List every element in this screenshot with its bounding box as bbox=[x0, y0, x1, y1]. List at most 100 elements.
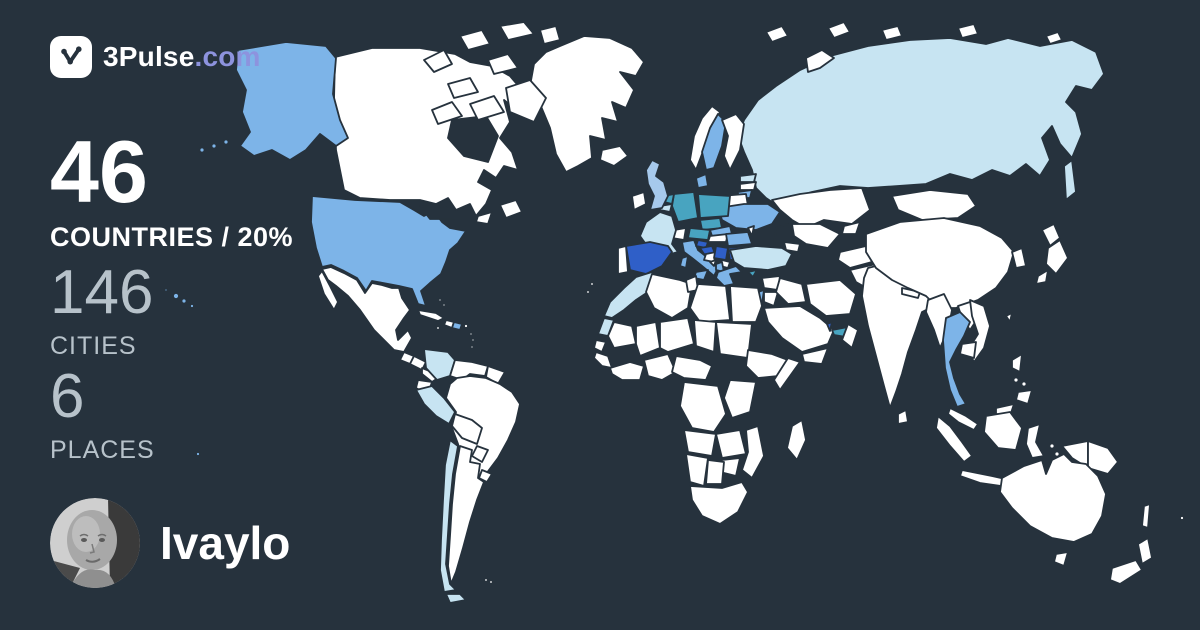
country-dominican-republic bbox=[451, 321, 463, 331]
country-alaska bbox=[222, 138, 230, 146]
country-canary-islands bbox=[585, 289, 591, 295]
country-sumatra bbox=[935, 415, 973, 463]
water-great-lakes bbox=[419, 205, 455, 220]
user-name: Ivaylo bbox=[160, 517, 291, 569]
country-romania bbox=[725, 231, 753, 247]
country-tasmania bbox=[1053, 551, 1069, 567]
country-ukraine bbox=[717, 203, 781, 231]
country-novaya-zemlya bbox=[805, 49, 835, 73]
country-south-africa bbox=[689, 481, 749, 525]
country-falkland-islands bbox=[488, 579, 494, 585]
country-madagascar bbox=[786, 419, 807, 461]
country-uruguay bbox=[478, 469, 493, 483]
country-drc bbox=[679, 381, 727, 433]
country-canada bbox=[499, 21, 535, 41]
country-hawaii bbox=[172, 292, 180, 300]
country-puerto-rico bbox=[463, 323, 469, 329]
country-sri-lanka bbox=[897, 409, 909, 425]
country-falkland-islands bbox=[483, 577, 489, 583]
country-sardinia bbox=[679, 255, 689, 269]
country-alaska bbox=[235, 41, 349, 161]
country-chad bbox=[693, 319, 717, 353]
country-antilles bbox=[468, 331, 474, 337]
country-polynesia bbox=[195, 451, 201, 457]
country-hawaii bbox=[189, 303, 195, 309]
country-jordan bbox=[763, 291, 779, 307]
country-canada bbox=[447, 77, 479, 99]
country-antilles bbox=[470, 337, 476, 343]
country-paraguay bbox=[471, 445, 489, 463]
country-botswana bbox=[705, 459, 725, 485]
country-finland bbox=[721, 113, 745, 171]
country-svalbard bbox=[765, 25, 789, 43]
country-estonia bbox=[739, 173, 757, 183]
country-angola bbox=[683, 429, 717, 457]
country-ghana bbox=[609, 361, 645, 381]
country-turkey bbox=[729, 245, 793, 271]
country-jamaica bbox=[435, 325, 441, 331]
country-spain bbox=[625, 241, 673, 275]
country-cameroon bbox=[671, 355, 713, 381]
country-ireland bbox=[631, 191, 647, 211]
country-uk bbox=[645, 159, 669, 211]
country-borneo bbox=[983, 411, 1023, 451]
country-montenegro bbox=[709, 259, 717, 267]
country-franz-josef-land bbox=[827, 21, 851, 39]
country-austria bbox=[687, 227, 711, 241]
country-philippines bbox=[1011, 353, 1023, 373]
country-caucasus bbox=[783, 241, 801, 253]
country-algeria bbox=[645, 273, 693, 319]
country-hawaii bbox=[180, 297, 188, 305]
brand-logo[interactable]: 3Pulse.com bbox=[50, 36, 261, 78]
country-japan bbox=[1045, 239, 1069, 275]
country-oman bbox=[841, 323, 859, 349]
country-zambia bbox=[715, 429, 747, 459]
country-saudi-arabia bbox=[763, 305, 835, 353]
country-namibia bbox=[685, 453, 709, 487]
country-egypt bbox=[729, 285, 763, 323]
brand-tld: .com bbox=[194, 41, 261, 72]
country-qatar bbox=[826, 321, 833, 332]
country-severnaya-zemlya bbox=[881, 25, 903, 41]
country-iran bbox=[805, 279, 857, 317]
country-hawaii bbox=[163, 287, 169, 293]
country-iceland bbox=[599, 145, 629, 167]
country-alaska bbox=[198, 146, 206, 154]
country-canada bbox=[469, 95, 505, 121]
country-alaska bbox=[210, 142, 218, 150]
country-mexico bbox=[321, 266, 413, 353]
country-sulawesi bbox=[1025, 423, 1045, 459]
country-japan bbox=[1035, 269, 1049, 285]
country-antilles bbox=[469, 344, 475, 350]
country-japan bbox=[1041, 223, 1061, 247]
country-canada bbox=[539, 25, 561, 45]
country-greece bbox=[715, 265, 743, 287]
country-new-siberian-islands bbox=[957, 23, 979, 39]
country-chile bbox=[439, 439, 459, 593]
country-wrangel-island bbox=[1045, 31, 1063, 45]
country-sweden bbox=[701, 113, 727, 171]
3pulse-logo-icon bbox=[50, 36, 92, 78]
country-nigeria bbox=[643, 353, 677, 381]
user-profile: Ivaylo bbox=[50, 498, 290, 588]
country-philippines bbox=[1012, 376, 1020, 384]
country-mauritania bbox=[607, 321, 637, 349]
country-new-guinea bbox=[1087, 440, 1119, 475]
country-mozambique bbox=[741, 425, 765, 479]
country-bolivia bbox=[451, 413, 483, 445]
country-peru bbox=[415, 385, 456, 425]
country-taiwan bbox=[1005, 312, 1013, 323]
country-canada bbox=[499, 199, 523, 219]
country-yemen bbox=[801, 347, 829, 365]
country-canada bbox=[431, 101, 463, 125]
country-uzbekistan bbox=[791, 223, 841, 249]
country-libya bbox=[689, 283, 731, 323]
brand-name: 3Pulse.com bbox=[103, 41, 261, 72]
country-malaysia bbox=[947, 407, 979, 431]
country-new-zealand bbox=[1109, 559, 1143, 585]
country-russia bbox=[737, 37, 1105, 207]
country-china bbox=[865, 217, 1015, 309]
country-latvia bbox=[739, 181, 757, 191]
country-canary-islands bbox=[589, 281, 595, 287]
